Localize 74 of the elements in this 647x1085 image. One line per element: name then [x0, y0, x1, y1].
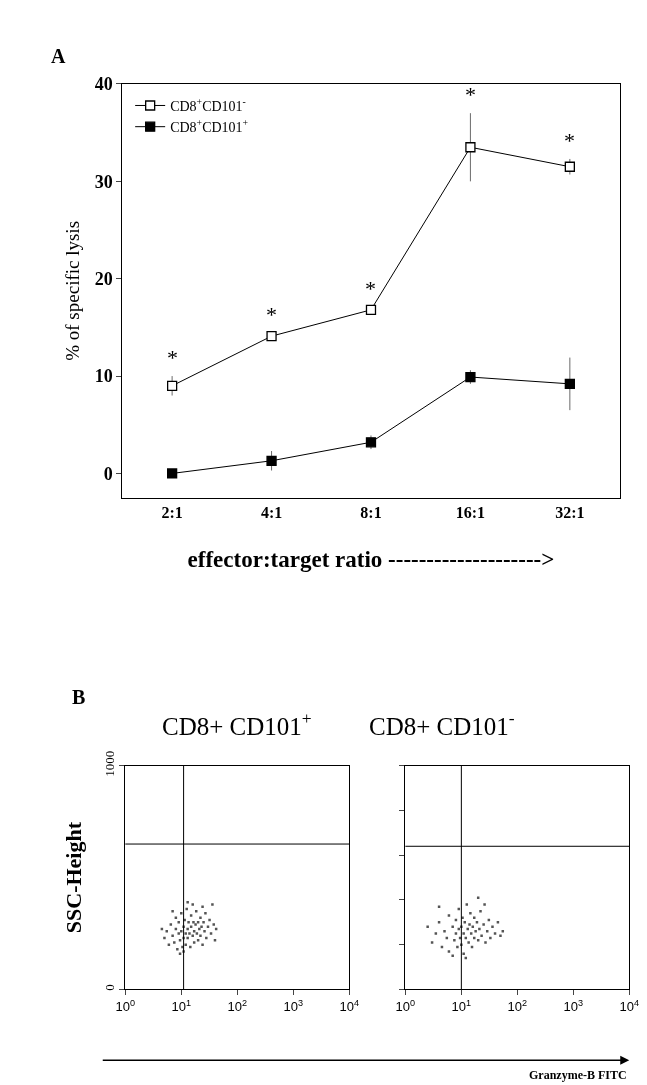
point: [177, 932, 180, 935]
point: [180, 930, 183, 933]
x-tick-label: 10$^{2}$: [227, 997, 248, 1015]
chart-title: CD8+ CD101$^{+}$: [162, 708, 312, 740]
point: [465, 142, 476, 153]
annotation: *: [167, 345, 178, 370]
y-tick-label: 40: [94, 74, 113, 95]
point: [192, 930, 196, 933]
x-tick-label: 10$^{0}$: [395, 997, 416, 1015]
point: [191, 934, 194, 937]
point: [365, 304, 377, 316]
point: [192, 941, 196, 944]
point: [180, 912, 183, 915]
x-tick-label: 16:1: [455, 503, 486, 521]
point: [187, 921, 190, 924]
x-tick-label: 2:1: [161, 503, 183, 521]
point: [186, 927, 189, 931]
y-tick-label: 10: [94, 366, 113, 387]
point: [189, 945, 192, 949]
point: [195, 932, 199, 935]
point: [202, 921, 205, 924]
chart-title: A: [51, 45, 66, 67]
point: [204, 912, 207, 915]
x-tick-label: 10$^{3}$: [283, 997, 303, 1015]
point: [173, 941, 176, 944]
x-tick-label: 10$^{3}$: [563, 997, 584, 1015]
point: [203, 930, 206, 933]
y-axis-title: SSC-Height: [60, 821, 86, 934]
chart-subtitle: B: [72, 686, 86, 708]
y-axis-title: % of specific lysis: [61, 220, 83, 361]
point: [199, 916, 202, 920]
x-tick-label: 10$^{4}$: [339, 997, 359, 1015]
x-axis-title: effector:target ratio -------------------->: [187, 546, 555, 572]
legend-label: CD8$^{+}$CD101$^{-}$: [170, 96, 246, 114]
chart-title: CD8+ CD101$^{-}$: [369, 708, 515, 740]
point: [199, 934, 202, 937]
point: [176, 947, 179, 951]
y-tick-label: 1000: [102, 750, 118, 777]
x-tick-label: 8:1: [360, 503, 382, 521]
x-tick-label: 10$^{4}$: [619, 997, 640, 1015]
y-tick-label: 30: [94, 171, 113, 192]
point: [196, 921, 200, 924]
annotation: *: [465, 82, 476, 107]
y-tick-label: 0: [103, 463, 113, 484]
point: [186, 936, 189, 940]
x-tick-label: 4:1: [260, 503, 283, 521]
legend-label: CD8$^{+}$CD101$^{+}$: [170, 117, 249, 136]
point: [365, 437, 377, 448]
y-tick-label: 20: [94, 269, 113, 289]
x-tick-label: 10$^{1}$: [451, 997, 472, 1015]
annotation: *: [564, 128, 575, 153]
x-tick-label: 10$^{0}$: [115, 997, 136, 1015]
x-tick-label: 10$^{1}$: [171, 997, 192, 1015]
annotation: *: [266, 302, 277, 327]
point: [188, 932, 191, 935]
point: [266, 455, 277, 466]
point: [166, 468, 178, 479]
point: [205, 936, 208, 940]
x-tick-label: 10$^{2}$: [507, 997, 528, 1015]
point: [564, 378, 575, 390]
point: [166, 380, 178, 391]
x-tick-label: 32:1: [555, 503, 585, 521]
x-axis-title: Granzyme-B FITC: [529, 1068, 627, 1082]
point: [184, 932, 187, 935]
annotation: *: [365, 276, 376, 301]
point: [177, 921, 180, 924]
point: [564, 161, 575, 172]
point: [201, 943, 204, 946]
point: [171, 934, 174, 937]
y-tick-label: 0: [102, 984, 118, 991]
point: [266, 331, 277, 342]
point: [189, 914, 193, 917]
point: [465, 371, 476, 383]
point: [185, 907, 188, 911]
